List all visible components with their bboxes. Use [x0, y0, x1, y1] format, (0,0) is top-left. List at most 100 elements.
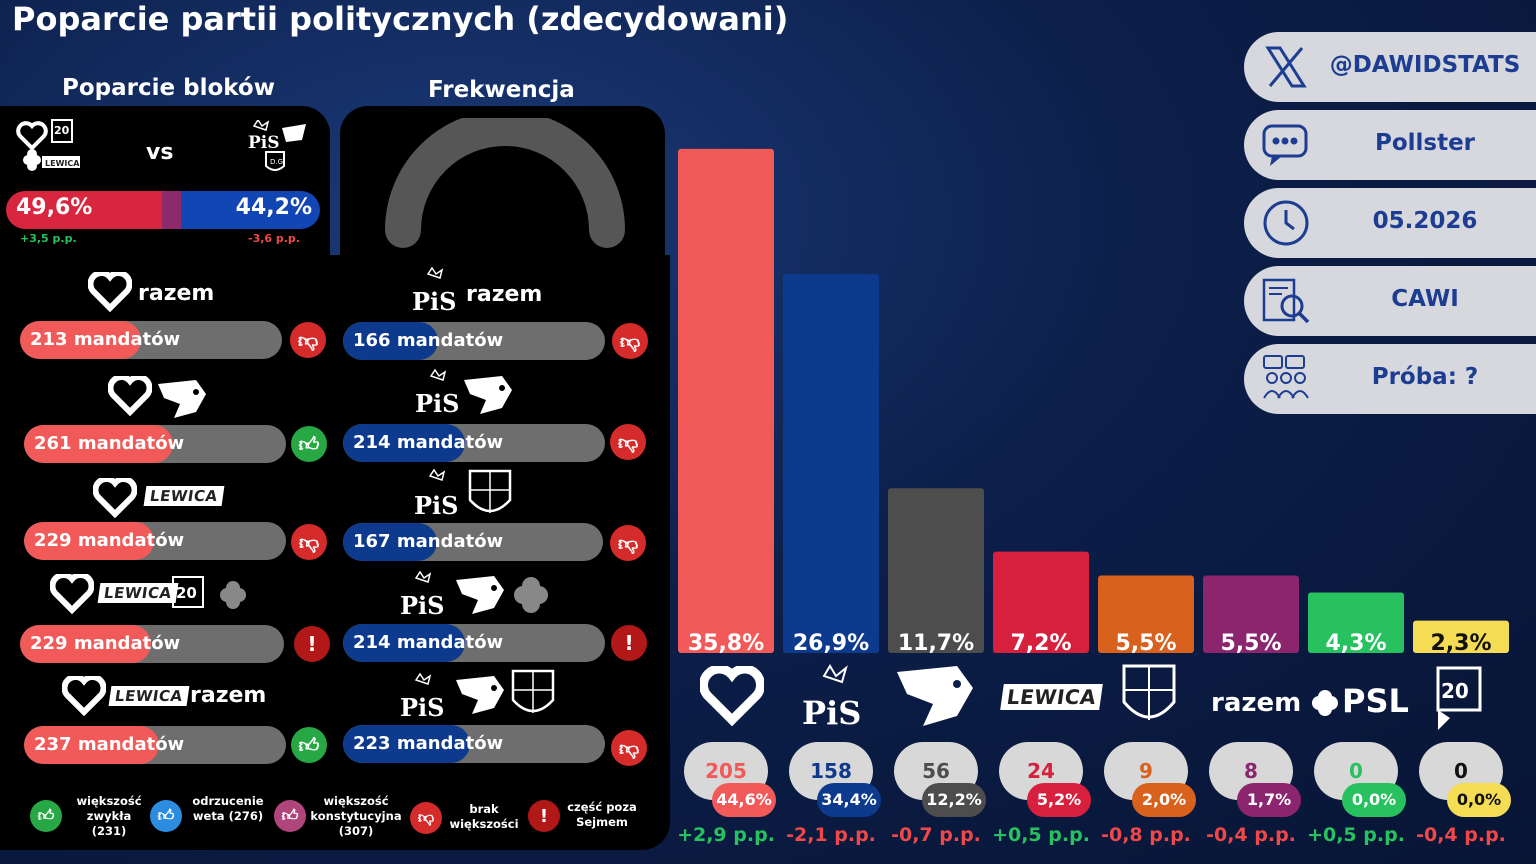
change-label: -0,4 p.p. [1416, 824, 1506, 846]
svg-text:LEWICA: LEWICA [45, 159, 80, 168]
legend-exclamation-icon: ! [528, 800, 560, 832]
right-bloc-change: -3,6 p.p. [248, 232, 300, 245]
thumbs-down-icon: 👎︎ [610, 525, 646, 561]
bar-value-label: 4,3% [1325, 631, 1386, 656]
pis-logo-icon: PiS [415, 368, 460, 418]
thumbs-down-icon: 👎︎ [610, 424, 646, 460]
right-bloc-logos: PiS D.G. [248, 120, 306, 171]
legend-label: odrzucenie weta (276) [192, 794, 264, 823]
legend-label: część poza Sejmem [567, 800, 637, 829]
razem-logo: razem [190, 683, 267, 708]
coalition-seats: 229 mandatów [34, 530, 185, 551]
seat-share-pill: 44,6% [712, 783, 776, 817]
svg-text:D.G.: D.G. [270, 158, 285, 166]
sample-box: Próba: ? [1244, 344, 1536, 414]
razem-logo: razem [1211, 688, 1302, 718]
ko-heart-icon [62, 676, 106, 716]
coalition-pill: 237 mandatów [24, 726, 286, 764]
people-group-icon [1263, 355, 1309, 399]
left-bloc-value: 49,6% [16, 195, 93, 220]
chat-bubble-icon [1262, 124, 1308, 166]
konfederacja-bird-icon [897, 666, 973, 726]
lewica-logo: LEWICA [143, 486, 224, 506]
lewica-logo: LEWICA [1000, 684, 1103, 710]
exclamation-icon: ! [611, 625, 647, 661]
coalition-seats: 237 mandatów [34, 734, 185, 755]
korona-crest-icon [468, 469, 512, 513]
coalition-pill: 214 mandatów [343, 424, 605, 462]
svg-text:20: 20 [176, 584, 197, 602]
seat-share-pill: 1,7% [1237, 783, 1301, 817]
bar-value-label: 5,5% [1115, 631, 1176, 656]
bar-value-label: 26,9% [793, 631, 869, 656]
right-bloc-fill [181, 191, 320, 229]
seat-share-pill: 12,2% [922, 783, 986, 817]
party-support-chart: 35,8% 26,9% 11,7% 7,2% 5,5% 5,5% 4,3% 2,3% [678, 148, 1509, 656]
svg-text:PiS: PiS [802, 694, 861, 730]
ko-heart-icon [88, 272, 132, 312]
change-label: -2,1 p.p. [786, 824, 876, 846]
document-search-icon [1262, 278, 1310, 324]
thumbs-up-icon: 👍︎ [291, 426, 327, 462]
coalition-fill [343, 624, 465, 662]
seat-share-pill: 34,4% [817, 783, 881, 817]
coalition-fill [24, 726, 159, 764]
coalition-fill [24, 522, 155, 560]
bar-value-label: 7,2% [1010, 631, 1071, 656]
thumbs-down-icon: 👎︎ [290, 322, 326, 358]
bar-0 [678, 148, 774, 654]
svg-text:PiS: PiS [414, 491, 459, 520]
coalition-fill [20, 625, 152, 663]
coalition-seats: 223 mandatów [353, 733, 504, 754]
psl-logo: PSL [1342, 682, 1409, 720]
pollster-box: Pollster [1244, 110, 1536, 180]
legend-label: brak większości [449, 802, 519, 831]
sample-text: Próba: ? [1371, 364, 1479, 390]
pis-logo-icon: PiS [400, 570, 445, 620]
bar-3 [993, 551, 1089, 653]
svg-text:20: 20 [54, 124, 70, 137]
blocks-bar: 49,6% 44,2% [6, 191, 320, 229]
method-text: CAWI [1391, 286, 1459, 312]
coalition-fill [343, 725, 470, 763]
psl-clover-icon [220, 581, 246, 609]
change-label: -0,8 p.p. [1101, 824, 1191, 846]
coalition-pill: 166 mandatów [343, 322, 605, 360]
turnout-title: Frekwencja [428, 77, 575, 103]
method-box: CAWI [1244, 266, 1536, 336]
bar-7 [1413, 620, 1509, 653]
x-logo-icon [1265, 46, 1307, 88]
coalition-pill: 214 mandatów [343, 624, 605, 662]
coalition-fill [20, 321, 142, 359]
bar-value-label: 11,7% [898, 631, 974, 656]
left-bloc-change: +3,5 p.p. [20, 232, 77, 245]
coalition-pill: 229 mandatów [24, 522, 286, 560]
page-title: Poparcie partii politycznych (zdecydowan… [12, 0, 789, 38]
seat-share-pill: 0,0% [1447, 783, 1511, 817]
coalition-pill: 167 mandatów [343, 523, 603, 561]
bar-1 [783, 274, 879, 653]
change-label: -0,4 p.p. [1206, 824, 1296, 846]
legend-label: większość konstytucyjna (307) [310, 794, 402, 838]
bar-value-label: 5,5% [1220, 631, 1281, 656]
svg-text:PiS: PiS [400, 591, 445, 620]
handle-text: @DAWIDSTATS [1329, 52, 1521, 78]
bar-2 [888, 488, 984, 653]
ko-heart-icon [108, 376, 152, 416]
svg-text:PiS: PiS [415, 389, 460, 418]
razem-logo: razem [138, 281, 215, 306]
coalition-fill [24, 425, 173, 463]
clock-icon [1263, 200, 1309, 246]
ko-heart-icon [50, 574, 94, 614]
bar-5 [1203, 575, 1299, 653]
pis-logo-icon: PiS [400, 672, 445, 722]
coalition-seats: 167 mandatów [353, 531, 504, 552]
legend-thumbs-up-purple-icon: 👍︎ [274, 800, 306, 832]
thumbs-down-icon: 👎︎ [611, 730, 647, 766]
pollster-text: Pollster [1374, 130, 1476, 156]
coalition-fill [343, 523, 438, 561]
coalition-pill: 223 mandatów [343, 725, 605, 763]
ko-heart-icon [700, 666, 764, 726]
seat-share-pill: 5,2% [1027, 783, 1091, 817]
legend-thumbs-up-blue-icon: 👍︎ [150, 800, 182, 832]
